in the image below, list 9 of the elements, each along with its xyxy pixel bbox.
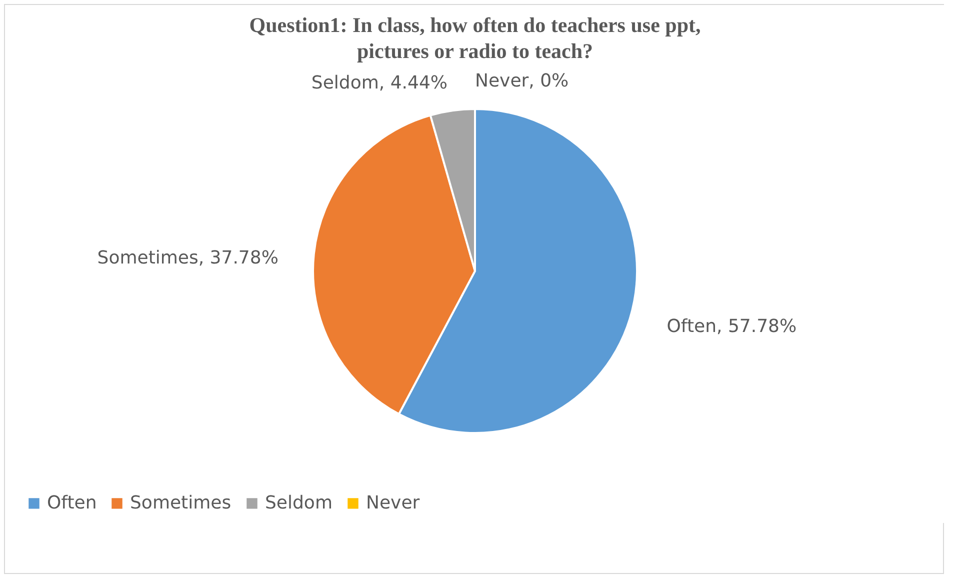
chart-title: Question1: In class, how often do teachers use ppt, pictures or radio to teach? (249, 13, 701, 63)
data-label: Often, 57.78% (666, 316, 797, 337)
legend-label: Seldom (265, 492, 332, 514)
data-label: Seldom, 4.44% (311, 72, 448, 94)
text: Never, 0% (475, 70, 569, 92)
legend-label: Never (366, 492, 420, 514)
legend-label: Often (47, 492, 97, 514)
legend-label: Sometimes (130, 492, 232, 514)
data-label: Sometimes, 37.78% (97, 247, 278, 268)
